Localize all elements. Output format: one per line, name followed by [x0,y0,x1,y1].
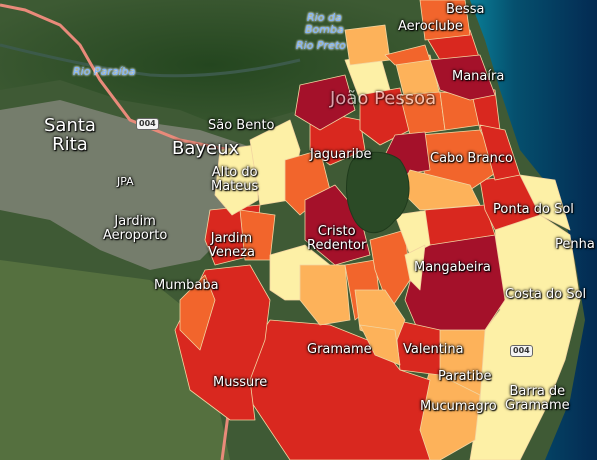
rio-paraiba [0,43,301,78]
jardim-veneza-label: Jardim Veneza [208,231,255,260]
bayeux-label: Bayeux [172,138,240,159]
cabo-branco-label: Cabo Branco [430,151,513,166]
districts [174,0,581,460]
aeroclube-label: Aeroclube [398,19,463,34]
joao-pessoa-label: João Pessoa [330,88,437,109]
mangabeira-label: Mangabeira [414,260,491,275]
district-jose-americo[interactable] [369,229,411,311]
bessa-label: Bessa [446,2,485,17]
district-jardim-cidade-universitaria[interactable] [404,244,426,291]
district-bancarios[interactable] [424,204,496,246]
road-shield-004-west: 004 [136,118,159,130]
district-alto-mateus[interactable] [214,144,259,216]
district-roger[interactable] [344,24,391,66]
alto-mateus-label: Alto do Mateus [211,165,259,194]
rio-da-bomba-label: Rio da Bomba [305,11,344,36]
ocean [470,0,597,460]
rio-paraiba-label: Rio Paraíba [73,65,136,78]
penha-label: Penha [555,237,595,252]
jardim-aeroporto-label: Jardim Aeroporto [103,214,168,243]
district-joao-agripino[interactable] [384,44,431,66]
district-centro[interactable] [294,74,356,131]
manaira-label: Manaíra [452,69,505,84]
district-southwest-orange[interactable] [179,274,216,351]
valentina-label: Valentina [403,342,464,357]
district-ernani-satiro[interactable] [299,264,351,326]
santa-rita-label: Santa Rita [44,115,96,155]
district-manaira[interactable] [429,54,496,101]
gramame-label: Gramame [307,342,372,357]
district-bessa[interactable] [419,0,471,41]
mumbaba-label: Mumbaba [154,278,219,293]
barra-de-gramame-label: Barra de Gramame [505,384,570,413]
road-shield-004-south: 004 [510,345,533,357]
forest-mata-buraquinho [346,151,410,234]
fields-southwest [0,260,230,460]
mucumagro-label: Mucumagro [420,399,497,414]
rio-preto-label: Rio Preto [296,39,346,52]
jaguaribe-label: Jaguaribe [310,147,372,162]
district-cristo-redentor[interactable] [304,184,371,266]
jpa-label: JPA [117,175,134,188]
sao-bento-label: São Bento [208,118,275,133]
costa-do-sol-label: Costa do Sol [505,287,587,302]
district-altiplano[interactable] [479,124,521,181]
cristo-redentor-label: Cristo Redentor [307,224,367,253]
ponta-do-sol-label: Ponta do Sol [493,202,574,217]
paratibe-label: Paratibe [438,369,492,384]
road-br230 [0,3,260,152]
mussure-label: Mussure [213,375,268,390]
district-cabo-branco[interactable] [419,129,501,191]
district-gramame-north[interactable] [359,324,401,366]
district-penha[interactable] [519,174,571,231]
